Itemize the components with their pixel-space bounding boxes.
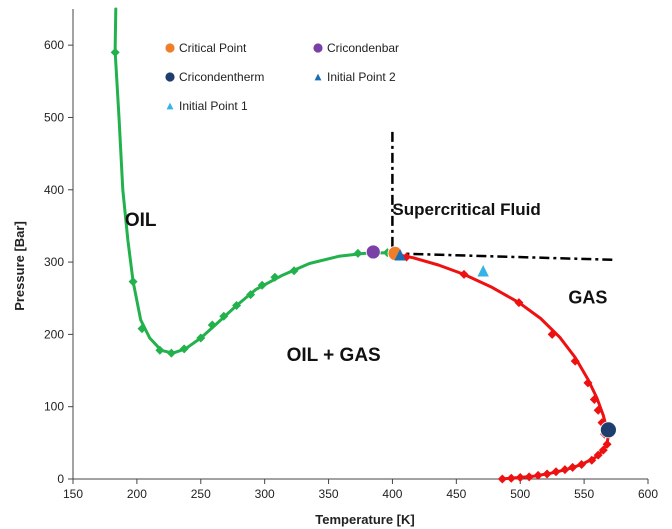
x-tick-label: 550 bbox=[574, 487, 594, 501]
cricondenbar-point bbox=[365, 244, 381, 260]
legend-initial-point-2-swatch bbox=[314, 73, 322, 81]
series-1-marker bbox=[110, 47, 120, 57]
y-tick-label: 400 bbox=[44, 183, 64, 197]
series-2-marker bbox=[551, 467, 561, 477]
y-tick-label: 0 bbox=[57, 472, 64, 486]
series-2-marker bbox=[577, 460, 587, 470]
ticks: 150 200 250 300 350 400 450 500 550 600 0 100 200 300… bbox=[44, 38, 658, 501]
region-label-gas: GAS bbox=[568, 287, 607, 307]
series-2-marker bbox=[506, 473, 516, 483]
series-line-1 bbox=[113, 7, 389, 355]
series-1-marker bbox=[207, 320, 217, 330]
series-2-marker bbox=[560, 465, 570, 475]
series-2-marker bbox=[459, 269, 469, 279]
region-label-oil-gas: OIL + GAS bbox=[287, 345, 381, 366]
legend-cricondenbar-label: Cricondenbar bbox=[327, 41, 399, 55]
series-2-marker bbox=[593, 450, 603, 460]
x-tick-label: 250 bbox=[191, 487, 211, 501]
series-1-marker bbox=[270, 272, 280, 282]
series-1-marker bbox=[289, 266, 299, 276]
series-1-marker bbox=[128, 277, 138, 287]
series-2-marker bbox=[570, 356, 580, 366]
series-1-marker bbox=[137, 324, 147, 334]
legend-cricondentherm-swatch bbox=[164, 71, 176, 83]
series-1-marker bbox=[179, 344, 189, 354]
series-1-marker bbox=[232, 300, 242, 310]
series-1-marker bbox=[155, 345, 165, 355]
series-2-marker bbox=[497, 474, 507, 484]
series-2-marker bbox=[583, 378, 593, 388]
x-tick-label: 500 bbox=[510, 487, 530, 501]
x-tick-label: 150 bbox=[63, 487, 83, 501]
legend-initial-point-1-swatch bbox=[166, 102, 174, 110]
region-labels: OIL Supercritical Fluid GAS OIL + GAS bbox=[125, 200, 608, 366]
x-tick-label: 400 bbox=[382, 487, 402, 501]
series-markers bbox=[110, 47, 612, 484]
dashdot-line-2 bbox=[392, 252, 617, 262]
legend: Critical Point Cricondenbar Cricondentherm… bbox=[164, 41, 399, 113]
x-tick-label: 450 bbox=[446, 487, 466, 501]
legend-critical-point-label: Critical Point bbox=[179, 41, 247, 55]
initial-point-2-point bbox=[394, 249, 406, 261]
x-tick-label: 600 bbox=[638, 487, 658, 501]
legend-initial-point-2-label: Initial Point 2 bbox=[327, 70, 396, 84]
special-points bbox=[365, 244, 617, 439]
series-line-2 bbox=[385, 251, 610, 481]
x-tick-label: 300 bbox=[255, 487, 275, 501]
cricondentherm-point bbox=[599, 421, 617, 439]
series-2-marker bbox=[587, 455, 597, 465]
legend-cricondentherm-label: Cricondentherm bbox=[179, 70, 264, 84]
region-label-oil: OIL bbox=[125, 210, 157, 231]
series-2-marker bbox=[598, 445, 608, 455]
legend-critical-point-swatch bbox=[164, 42, 176, 54]
y-tick-label: 100 bbox=[44, 400, 64, 414]
y-tick-label: 500 bbox=[44, 110, 64, 124]
region-label-supercritical-fluid: Supercritical Fluid bbox=[392, 200, 540, 219]
series-1-marker bbox=[219, 311, 229, 321]
series-1-marker bbox=[246, 290, 256, 300]
series-2-marker bbox=[547, 329, 557, 339]
series-1-marker bbox=[196, 333, 206, 343]
y-tick-label: 300 bbox=[44, 255, 64, 269]
series-2-marker bbox=[568, 462, 578, 472]
x-tick-label: 200 bbox=[127, 487, 147, 501]
series-1-marker bbox=[353, 248, 363, 258]
x-axis-title: Temperature [K] bbox=[315, 512, 414, 527]
series-1-marker bbox=[257, 280, 267, 290]
initial-point-1-point bbox=[477, 265, 489, 277]
series-2-marker bbox=[593, 405, 603, 415]
series-1-marker bbox=[166, 348, 176, 358]
legend-cricondenbar-swatch bbox=[312, 42, 324, 54]
axes bbox=[72, 9, 648, 480]
series-2-marker bbox=[542, 469, 552, 479]
x-tick-label: 350 bbox=[319, 487, 339, 501]
series-2-marker bbox=[533, 470, 543, 480]
series-2-marker bbox=[515, 473, 525, 483]
legend-initial-point-1-label: Initial Point 1 bbox=[179, 99, 248, 113]
series-2-marker bbox=[514, 298, 524, 308]
y-axis-title: Pressure [Bar] bbox=[12, 221, 27, 311]
series-2-marker bbox=[589, 394, 599, 404]
y-tick-label: 600 bbox=[44, 38, 64, 52]
series-2-marker bbox=[602, 439, 612, 449]
y-tick-label: 200 bbox=[44, 327, 64, 341]
series-2-marker bbox=[524, 472, 534, 482]
